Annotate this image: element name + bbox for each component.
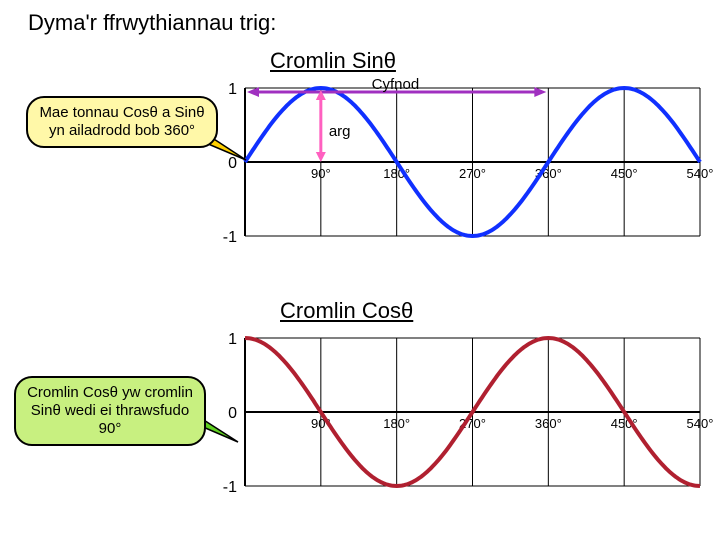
- callout-tails: [0, 0, 720, 540]
- callout-cos-shift: Cromlin Cosθ yw cromlin Sinθ wedi ei thr…: [14, 376, 206, 446]
- period-label: Cyfnod: [372, 76, 420, 93]
- callout-sin-cos-repeat: Mae tonnau Cosθ a Sinθ yn ailadrodd bob …: [26, 96, 218, 148]
- amplitude-label: arg: [329, 123, 351, 140]
